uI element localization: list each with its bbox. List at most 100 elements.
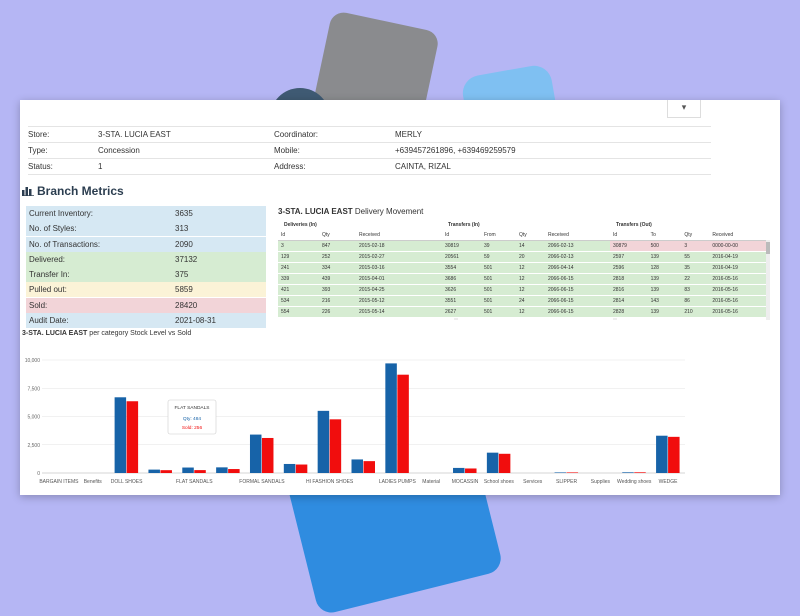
table-row: 554 226 2015-05-14	[278, 307, 458, 318]
table-row: 2814 143 86 2016-05-16	[610, 296, 770, 307]
table-cell: 2597	[613, 254, 625, 260]
x-tick-label: LADIES PUMPS	[379, 479, 417, 485]
bar-qty[interactable]	[351, 459, 364, 473]
store-info-label: Store:	[28, 130, 50, 139]
metric-value: 313	[175, 224, 189, 234]
table-cell: 2015-02-27	[359, 254, 385, 260]
bar-sold[interactable]	[634, 472, 646, 473]
table-cell: 2066-02-13	[548, 254, 574, 260]
bar-sold[interactable]	[261, 437, 274, 473]
bar-qty[interactable]	[385, 363, 397, 473]
bar-sold[interactable]	[160, 470, 172, 473]
store-info-table: Store: 3-STA. LUCIA EAST Coordinator: MERLY…	[28, 126, 711, 175]
table-row: 3 847 2015-02-18	[278, 241, 458, 252]
table-cell: 3554	[445, 265, 457, 271]
bar-qty[interactable]	[283, 463, 296, 473]
chart-tooltip: FLAT SANDALS Qty: 484 Sold: 256	[167, 399, 217, 435]
table-cell: 139	[650, 276, 659, 282]
bar-sold[interactable]	[498, 453, 511, 473]
table-cell: 20561	[445, 254, 459, 260]
x-tick-label: FLAT SANDALS	[176, 479, 213, 485]
table-row: 2627 501 12 2066-06-15	[442, 307, 617, 318]
x-tick-label: WEDGE	[659, 479, 679, 485]
menu-button[interactable]: ▾	[667, 100, 701, 118]
column-header[interactable]: To	[650, 232, 656, 238]
bar-sold[interactable]	[194, 470, 206, 473]
column-header[interactable]: From	[484, 232, 496, 238]
bar-sold[interactable]	[126, 401, 139, 473]
table-cell: 3626	[445, 287, 457, 293]
table-row: 2818 139 22 2016-05-16	[610, 274, 770, 285]
table-caption: Transfers (Out)	[616, 222, 652, 228]
store-dashboard-card: ▾ Store: 3-STA. LUCIA EAST Coordinator: MER…	[20, 100, 780, 495]
bar-sold[interactable]	[295, 464, 308, 473]
bar-qty[interactable]	[317, 410, 330, 473]
table-cell: 12	[519, 265, 525, 271]
bar-sold[interactable]	[465, 468, 477, 473]
bar-sold[interactable]	[668, 436, 680, 473]
table-cell: 226	[322, 309, 331, 315]
bar-qty[interactable]	[114, 397, 127, 473]
table-scrollbar[interactable]	[766, 240, 770, 320]
bar-qty[interactable]	[622, 472, 634, 473]
y-tick-label: 2,500	[27, 443, 40, 449]
tooltip-title: FLAT SANDALS	[174, 405, 209, 411]
bar-qty[interactable]	[453, 467, 465, 473]
column-header[interactable]: Id	[281, 232, 286, 238]
bar-sold[interactable]	[397, 374, 409, 473]
table-cell: 3	[281, 243, 284, 249]
bar-sold[interactable]	[329, 419, 342, 473]
store-info-row: Status: 1 Address: CAINTA, RIZAL	[28, 158, 711, 175]
y-tick-label: 5,000	[27, 415, 40, 421]
table-cell: 2066-06-15	[548, 287, 574, 293]
table-cell: 2015-05-12	[359, 298, 385, 304]
table-cell: 2816	[613, 287, 625, 293]
metric-label: No. of Transactions:	[29, 239, 101, 249]
table-cell: 3686	[445, 276, 457, 282]
metric-value: 2090	[175, 239, 193, 249]
transfers-out-table: Transfers (Out) Id To Qty Received 30879 500 3 0…	[610, 220, 770, 320]
metric-row: Audit Date: 2021-08-31	[26, 313, 266, 329]
bar-sold[interactable]	[363, 461, 376, 473]
column-header[interactable]: Received	[712, 232, 734, 238]
metric-row: Sold: 28420	[26, 297, 266, 313]
tooltip-sold: Sold: 256	[182, 425, 203, 431]
bar-qty[interactable]	[554, 472, 567, 473]
bar-qty[interactable]	[182, 467, 194, 473]
column-header[interactable]: Received	[359, 232, 380, 238]
store-info-label: Coordinator:	[274, 130, 319, 139]
column-header[interactable]: Qty	[684, 232, 693, 238]
x-tick-label: MOCASSIN	[452, 479, 479, 485]
table-cell: 2015-05-14	[359, 309, 385, 315]
store-info-value: CAINTA, RIZAL	[395, 162, 451, 171]
table-cell: 30879	[613, 243, 627, 249]
metric-row: Current Inventory: 3635	[26, 206, 266, 221]
x-tick-label: BARGAIN ITEMS	[39, 479, 79, 485]
table-cell: 12	[519, 276, 525, 282]
bar-qty[interactable]	[486, 452, 499, 473]
bar-qty[interactable]	[216, 467, 228, 473]
table-row: 3626 501 12 2066-06-15	[442, 285, 617, 296]
store-info-row: Type: Concession Mobile: +639457261896, +63…	[28, 142, 711, 158]
table-row: 129 252 2015-02-27	[278, 252, 458, 263]
bar-sold[interactable]	[566, 472, 579, 473]
column-header[interactable]: Received	[548, 232, 569, 238]
column-header[interactable]: Id	[445, 232, 450, 238]
table-cell: 241	[281, 265, 290, 271]
column-header[interactable]: Qty	[322, 232, 330, 238]
table-cell: 2016-04-19	[712, 254, 738, 260]
table-cell: 128	[650, 265, 659, 271]
table-cell: 24	[519, 298, 525, 304]
metric-label: Audit Date:	[29, 316, 69, 326]
table-cell: 139	[650, 254, 659, 260]
scrollbar-thumb[interactable]	[766, 242, 770, 254]
table-cell: 216	[322, 298, 331, 304]
bar-qty[interactable]	[148, 469, 160, 473]
table-cell: 14	[519, 243, 525, 249]
column-header[interactable]: Qty	[519, 232, 527, 238]
bar-qty[interactable]	[656, 435, 668, 473]
column-header[interactable]: Id	[613, 232, 618, 238]
metric-row: No. of Styles: 313	[26, 221, 266, 237]
bar-qty[interactable]	[249, 434, 262, 473]
bar-sold[interactable]	[228, 469, 240, 473]
